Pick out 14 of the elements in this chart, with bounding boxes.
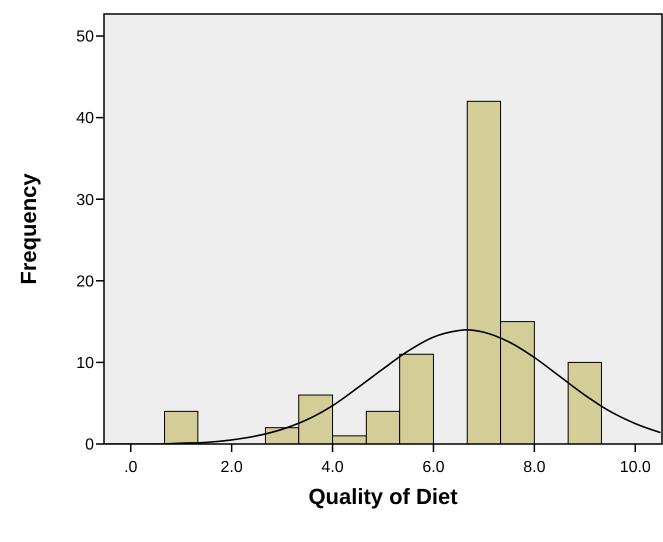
y-tick-label: 50	[76, 28, 94, 46]
x-axis-title: Quality of Diet	[308, 484, 458, 509]
y-tick-label: 30	[76, 192, 94, 209]
x-tick-label: .0	[124, 459, 138, 476]
y-axis-title: Frequency	[16, 172, 41, 285]
x-tick-label: 8.0	[523, 459, 546, 476]
y-tick-label: 20	[76, 273, 94, 290]
y-tick-label: 0	[85, 436, 94, 454]
x-tick-label: 2.0	[220, 459, 243, 476]
x-tick-label: 10.0	[620, 459, 651, 476]
x-tick-label: 4.0	[321, 459, 344, 476]
x-tick-label: 6.0	[422, 459, 445, 476]
y-tick-label: 40	[76, 110, 94, 128]
y-tick-label: 10	[76, 355, 94, 372]
